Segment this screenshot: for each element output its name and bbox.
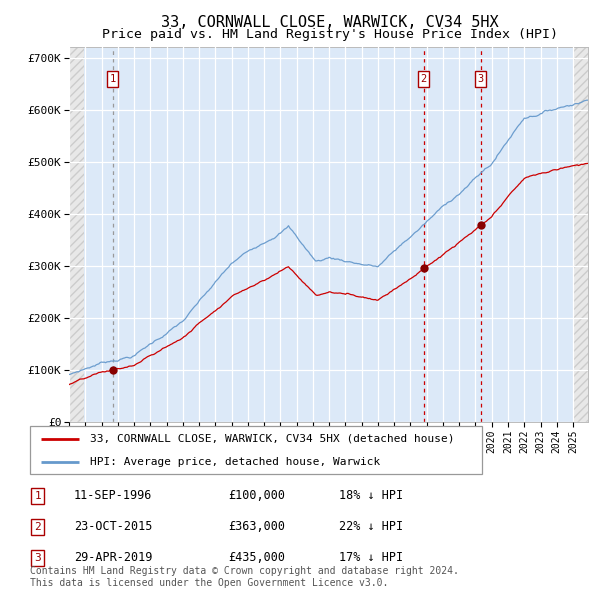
Text: 17% ↓ HPI: 17% ↓ HPI (338, 551, 403, 564)
Text: £435,000: £435,000 (228, 551, 285, 564)
Text: 18% ↓ HPI: 18% ↓ HPI (338, 489, 403, 502)
Text: 11-SEP-1996: 11-SEP-1996 (74, 489, 152, 502)
Text: 33, CORNWALL CLOSE, WARWICK, CV34 5HX (detached house): 33, CORNWALL CLOSE, WARWICK, CV34 5HX (d… (90, 434, 455, 444)
Text: 23-OCT-2015: 23-OCT-2015 (74, 520, 152, 533)
Text: 3: 3 (478, 74, 484, 84)
Bar (574, 47, 588, 422)
Bar (69, 47, 84, 422)
Text: 2: 2 (34, 522, 41, 532)
Text: £363,000: £363,000 (228, 520, 285, 533)
Text: £100,000: £100,000 (228, 489, 285, 502)
Text: Price paid vs. HM Land Registry's House Price Index (HPI): Price paid vs. HM Land Registry's House … (102, 28, 558, 41)
Text: 33, CORNWALL CLOSE, WARWICK, CV34 5HX: 33, CORNWALL CLOSE, WARWICK, CV34 5HX (161, 15, 499, 30)
Text: Contains HM Land Registry data © Crown copyright and database right 2024.
This d: Contains HM Land Registry data © Crown c… (29, 566, 458, 588)
Text: HPI: Average price, detached house, Warwick: HPI: Average price, detached house, Warw… (90, 457, 380, 467)
Text: 29-APR-2019: 29-APR-2019 (74, 551, 152, 564)
Text: 2: 2 (421, 74, 427, 84)
Text: 1: 1 (110, 74, 116, 84)
Text: 1: 1 (34, 491, 41, 501)
Text: 22% ↓ HPI: 22% ↓ HPI (338, 520, 403, 533)
FancyBboxPatch shape (29, 426, 482, 474)
Text: 3: 3 (34, 553, 41, 563)
